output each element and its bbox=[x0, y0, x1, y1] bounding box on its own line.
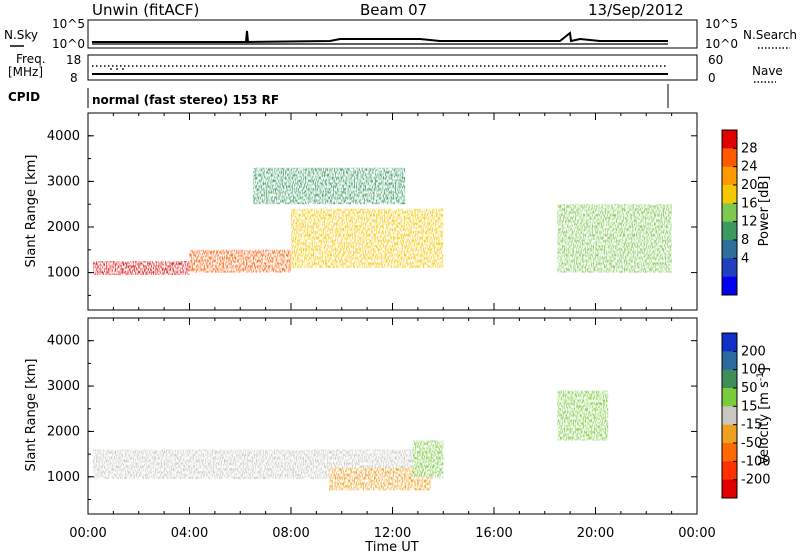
colorbar-frame bbox=[721, 332, 738, 499]
colorbar-swatch bbox=[722, 479, 737, 499]
noise-tick-right-top: 10^5 bbox=[705, 17, 738, 31]
freq-tick-top: 18 bbox=[66, 53, 81, 67]
power-echo-region bbox=[252, 167, 406, 205]
velocity-colorbar: 200 100 50 15 -15 -50 -100 -200 bbox=[721, 332, 771, 499]
noise-tick-right-bottom: 10^0 bbox=[705, 37, 738, 51]
power-echo-region bbox=[291, 208, 444, 269]
colorbar-swatch bbox=[722, 443, 737, 462]
time-axis-title: Time UT bbox=[364, 540, 418, 554]
x-tick-label: 16:00 bbox=[475, 526, 512, 541]
colorbar-swatch bbox=[722, 166, 737, 186]
time-axis-labels: 00:00 04:00 08:00 12:00 16:00 20:00 00:00 bbox=[69, 526, 715, 541]
freq-label-2: [MHz] bbox=[8, 65, 43, 79]
colorbar-tick-label: -50 bbox=[741, 436, 762, 451]
colorbar-swatch bbox=[722, 333, 737, 352]
colorbar-swatch bbox=[722, 276, 737, 296]
freq-tick-bottom: 8 bbox=[70, 71, 78, 85]
colorbar-tick-label: 50 bbox=[741, 381, 758, 396]
velocity-colorbar-label: Velocity [m s-1] bbox=[756, 367, 772, 465]
colorbar-swatch bbox=[722, 185, 737, 204]
noise-panel bbox=[87, 19, 698, 49]
nsky-trace bbox=[92, 30, 668, 44]
nsky-label: N.Sky bbox=[4, 28, 38, 42]
velocity-echo-region bbox=[329, 467, 431, 491]
nave-tick-top: 60 bbox=[708, 53, 723, 67]
y-tick-label: 3000 bbox=[47, 174, 80, 189]
y-tick-label: 2000 bbox=[47, 424, 80, 439]
colorbar-tick-label: -15 bbox=[741, 418, 762, 433]
cpid-text: normal (fast stereo) 153 RF bbox=[92, 93, 279, 107]
colorbar-swatch bbox=[722, 130, 737, 149]
colorbar-tick-label: 4 bbox=[741, 251, 749, 266]
colorbar-tick-label: 100 bbox=[741, 363, 766, 378]
y-tick-label: 3000 bbox=[47, 379, 80, 394]
x-tick-label: 00:00 bbox=[69, 526, 106, 541]
power-colorbar: 28 24 20 16 12 8 4 bbox=[721, 129, 758, 296]
colorbar-swatch bbox=[722, 148, 737, 168]
x-tick-label: 00:00 bbox=[678, 526, 715, 541]
colorbar-tick-label: -200 bbox=[741, 473, 771, 488]
velocity-ylabel: Slant Range [km] bbox=[24, 359, 39, 472]
station-title: Unwin (fitACF) bbox=[92, 1, 199, 19]
power-echo-region bbox=[189, 249, 291, 273]
colorbar-swatch bbox=[722, 351, 737, 371]
velocity-panel: 1000 2000 3000 4000 Slant Range [km] bbox=[24, 317, 698, 515]
velocity-echo-region bbox=[412, 440, 444, 477]
date-title: 13/Sep/2012 bbox=[588, 1, 684, 19]
x-tick-label: 08:00 bbox=[272, 526, 309, 541]
colorbar-swatch bbox=[722, 369, 737, 389]
colorbar-swatch bbox=[722, 258, 737, 278]
colorbar-tick-label: -100 bbox=[741, 454, 771, 469]
velocity-axis-ticks: 1000 2000 3000 4000 bbox=[47, 318, 698, 514]
power-panel: 1000 2000 3000 4000 Slant Range [km] bbox=[24, 112, 698, 311]
nsearch-label: N.Search bbox=[743, 28, 797, 42]
colorbar-tick-label: 12 bbox=[741, 215, 758, 230]
colorbar-tick-label: 8 bbox=[741, 233, 749, 248]
nave-tick-bottom: 0 bbox=[708, 71, 716, 85]
power-axis-ticks: 1000 2000 3000 4000 bbox=[47, 113, 698, 310]
noise-tick-left-top: 10^5 bbox=[52, 17, 85, 31]
colorbar-tick-label: 28 bbox=[741, 141, 758, 156]
y-tick-label: 4000 bbox=[47, 129, 80, 144]
power-ylabel: Slant Range [km] bbox=[24, 155, 39, 268]
x-tick-label: 20:00 bbox=[577, 526, 614, 541]
y-tick-label: 4000 bbox=[47, 334, 80, 349]
colorbar-swatch bbox=[722, 461, 737, 481]
power-echo-region bbox=[93, 261, 190, 275]
colorbar-frame bbox=[721, 129, 738, 296]
colorbar-swatch bbox=[722, 240, 737, 259]
y-tick-label: 2000 bbox=[47, 220, 80, 235]
freq-label-1: Freq. bbox=[16, 52, 46, 66]
colorbar-swatch bbox=[722, 406, 737, 426]
velocity-echo-region bbox=[557, 390, 609, 441]
nave-label: Nave bbox=[752, 64, 783, 78]
cpid-label: CPID bbox=[8, 90, 40, 104]
x-tick-label: 04:00 bbox=[171, 526, 208, 541]
colorbar-swatch bbox=[722, 424, 737, 444]
colorbar-swatch bbox=[722, 388, 737, 407]
power-data-layer bbox=[93, 167, 672, 275]
beam-title: Beam 07 bbox=[360, 1, 427, 19]
velocity-data-layer bbox=[93, 390, 609, 491]
power-colorbar-label: Power [dB] bbox=[757, 176, 772, 247]
colorbar-tick-label: 20 bbox=[741, 178, 758, 193]
power-echo-region bbox=[557, 204, 672, 273]
colorbar-swatch bbox=[722, 203, 737, 223]
colorbar-swatch bbox=[722, 221, 737, 241]
freq-panel bbox=[87, 54, 698, 81]
x-tick-label: 12:00 bbox=[374, 526, 411, 541]
y-tick-label: 1000 bbox=[47, 470, 80, 485]
noise-tick-left-bottom: 10^0 bbox=[52, 37, 85, 51]
y-tick-label: 1000 bbox=[47, 266, 80, 281]
colorbar-tick-label: 15 bbox=[741, 399, 758, 414]
colorbar-tick-label: 200 bbox=[741, 344, 766, 359]
colorbar-tick-label: 16 bbox=[741, 196, 758, 211]
colorbar-tick-label: 24 bbox=[741, 160, 758, 175]
